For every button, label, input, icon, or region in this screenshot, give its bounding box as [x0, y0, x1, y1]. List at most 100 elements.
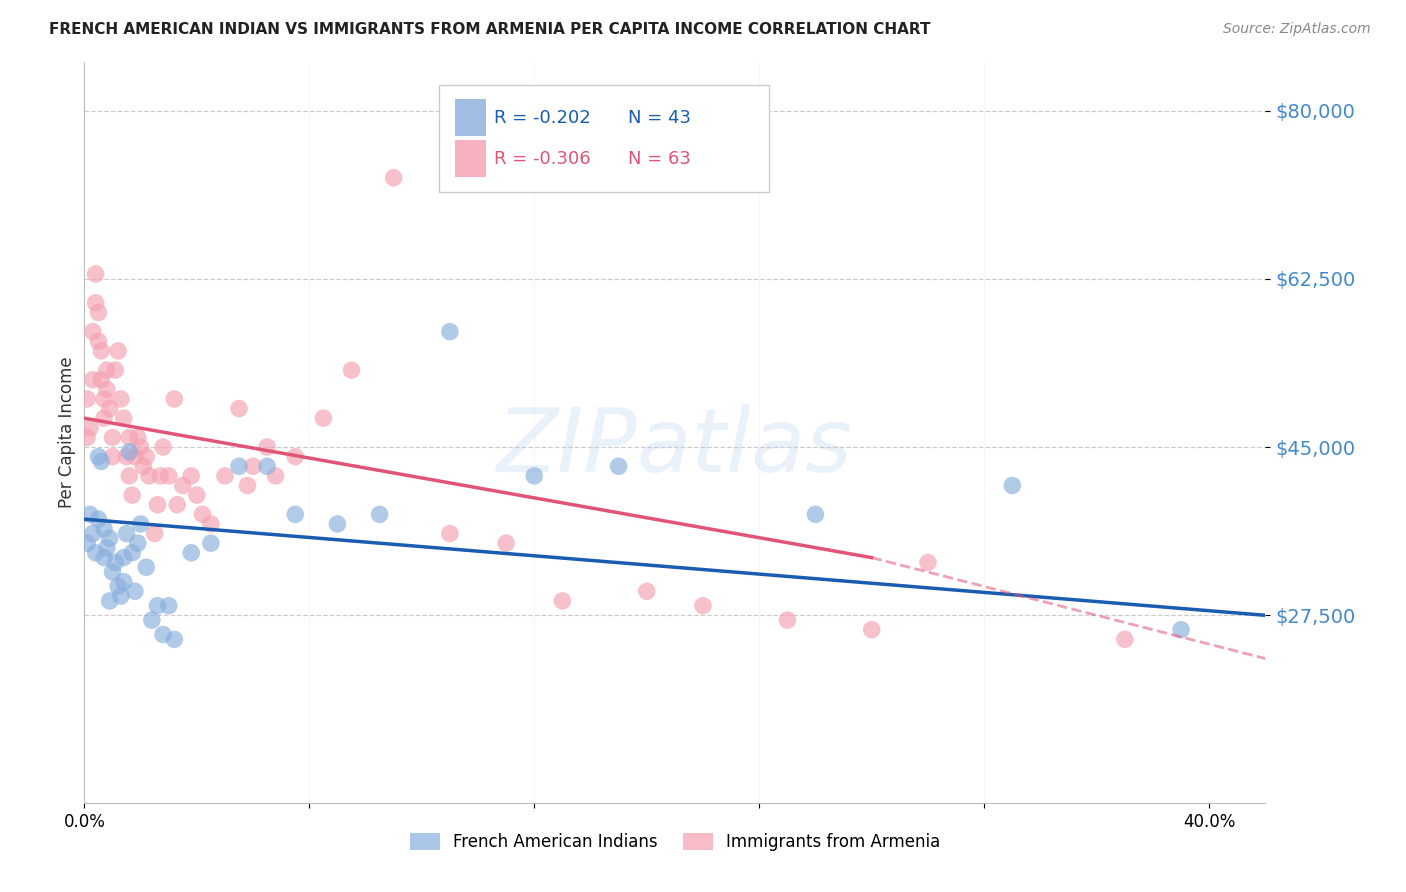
- Point: [236, 478, 259, 492]
- Point: [127, 430, 149, 444]
- Point: [284, 508, 307, 522]
- Point: [87, 450, 110, 464]
- Point: [93, 522, 115, 536]
- Text: N = 43: N = 43: [627, 109, 690, 127]
- Point: [112, 411, 135, 425]
- Point: [636, 584, 658, 599]
- Point: [1170, 623, 1192, 637]
- Point: [90, 343, 112, 358]
- Point: [149, 469, 172, 483]
- Point: [326, 516, 349, 531]
- Point: [214, 469, 236, 483]
- Point: [1114, 632, 1136, 647]
- Point: [228, 401, 250, 416]
- Point: [180, 546, 202, 560]
- Point: [110, 589, 132, 603]
- Point: [84, 267, 107, 281]
- Point: [200, 516, 222, 531]
- Point: [76, 392, 98, 406]
- Point: [166, 498, 188, 512]
- Point: [439, 526, 461, 541]
- Point: [312, 411, 335, 425]
- Point: [107, 343, 129, 358]
- Point: [93, 550, 115, 565]
- Text: Source: ZipAtlas.com: Source: ZipAtlas.com: [1223, 22, 1371, 37]
- Point: [96, 541, 118, 555]
- Point: [76, 430, 98, 444]
- Point: [152, 627, 174, 641]
- Point: [163, 632, 186, 647]
- Point: [101, 430, 124, 444]
- Point: [98, 401, 121, 416]
- Point: [87, 512, 110, 526]
- Point: [200, 536, 222, 550]
- Point: [124, 584, 146, 599]
- Point: [84, 295, 107, 310]
- Text: ZIPatlas: ZIPatlas: [498, 404, 852, 491]
- Point: [96, 363, 118, 377]
- Point: [129, 440, 152, 454]
- Point: [115, 450, 138, 464]
- Point: [163, 392, 186, 406]
- Point: [98, 532, 121, 546]
- Point: [256, 440, 278, 454]
- Point: [93, 392, 115, 406]
- Point: [264, 469, 287, 483]
- Point: [256, 459, 278, 474]
- Point: [1001, 478, 1024, 492]
- Point: [90, 454, 112, 468]
- Point: [146, 498, 169, 512]
- Text: R = -0.306: R = -0.306: [494, 150, 591, 168]
- Point: [76, 536, 98, 550]
- Point: [284, 450, 307, 464]
- Point: [917, 556, 939, 570]
- Point: [115, 526, 138, 541]
- Point: [93, 411, 115, 425]
- Point: [87, 334, 110, 349]
- Point: [129, 516, 152, 531]
- Point: [228, 459, 250, 474]
- Point: [135, 450, 157, 464]
- Point: [157, 599, 180, 613]
- Point: [84, 546, 107, 560]
- Point: [368, 508, 391, 522]
- Legend: French American Indians, Immigrants from Armenia: French American Indians, Immigrants from…: [404, 826, 946, 857]
- Point: [118, 430, 141, 444]
- Point: [495, 536, 517, 550]
- Point: [141, 613, 163, 627]
- Point: [104, 363, 127, 377]
- FancyBboxPatch shape: [439, 85, 769, 192]
- Point: [110, 392, 132, 406]
- Point: [242, 459, 264, 474]
- Point: [90, 373, 112, 387]
- Point: [143, 526, 166, 541]
- Point: [82, 373, 104, 387]
- Point: [127, 536, 149, 550]
- Point: [439, 325, 461, 339]
- Point: [101, 450, 124, 464]
- Point: [121, 488, 143, 502]
- Point: [152, 440, 174, 454]
- Y-axis label: Per Capita Income: Per Capita Income: [58, 357, 76, 508]
- Point: [860, 623, 883, 637]
- Point: [607, 459, 630, 474]
- Point: [82, 526, 104, 541]
- Point: [551, 594, 574, 608]
- Point: [101, 565, 124, 579]
- Point: [776, 613, 799, 627]
- Text: FRENCH AMERICAN INDIAN VS IMMIGRANTS FROM ARMENIA PER CAPITA INCOME CORRELATION : FRENCH AMERICAN INDIAN VS IMMIGRANTS FRO…: [49, 22, 931, 37]
- Point: [146, 599, 169, 613]
- Point: [135, 560, 157, 574]
- FancyBboxPatch shape: [456, 99, 486, 136]
- Point: [87, 305, 110, 319]
- Point: [124, 450, 146, 464]
- Point: [112, 574, 135, 589]
- Point: [121, 546, 143, 560]
- Point: [692, 599, 714, 613]
- Point: [82, 325, 104, 339]
- Point: [523, 469, 546, 483]
- Point: [340, 363, 363, 377]
- Point: [157, 469, 180, 483]
- Point: [138, 469, 160, 483]
- Text: N = 63: N = 63: [627, 150, 690, 168]
